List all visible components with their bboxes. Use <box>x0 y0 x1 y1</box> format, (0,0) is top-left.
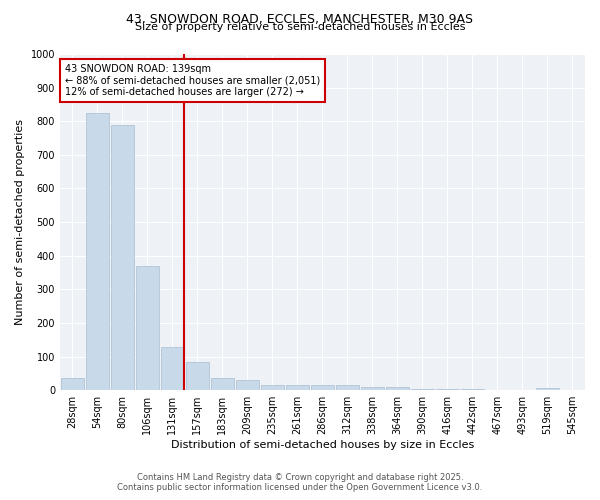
Text: 43, SNOWDON ROAD, ECCLES, MANCHESTER, M30 9AS: 43, SNOWDON ROAD, ECCLES, MANCHESTER, M3… <box>127 12 473 26</box>
Bar <box>436 388 460 390</box>
Bar <box>286 385 310 390</box>
Bar <box>260 385 284 390</box>
Bar <box>110 124 134 390</box>
Bar <box>335 385 359 390</box>
Bar <box>211 378 235 390</box>
Bar <box>86 113 109 390</box>
Bar <box>311 385 334 390</box>
Y-axis label: Number of semi-detached properties: Number of semi-detached properties <box>15 119 25 325</box>
Text: Contains HM Land Registry data © Crown copyright and database right 2025.
Contai: Contains HM Land Registry data © Crown c… <box>118 473 482 492</box>
Text: 43 SNOWDON ROAD: 139sqm
← 88% of semi-detached houses are smaller (2,051)
12% of: 43 SNOWDON ROAD: 139sqm ← 88% of semi-de… <box>65 64 320 98</box>
Bar <box>161 346 184 390</box>
Bar <box>136 266 160 390</box>
Bar <box>536 388 559 390</box>
Bar <box>61 378 84 390</box>
Bar <box>461 388 484 390</box>
X-axis label: Distribution of semi-detached houses by size in Eccles: Distribution of semi-detached houses by … <box>171 440 474 450</box>
Bar <box>386 387 409 390</box>
Bar <box>361 387 385 390</box>
Bar <box>236 380 259 390</box>
Bar <box>185 362 209 390</box>
Bar <box>410 388 434 390</box>
Text: Size of property relative to semi-detached houses in Eccles: Size of property relative to semi-detach… <box>135 22 465 32</box>
